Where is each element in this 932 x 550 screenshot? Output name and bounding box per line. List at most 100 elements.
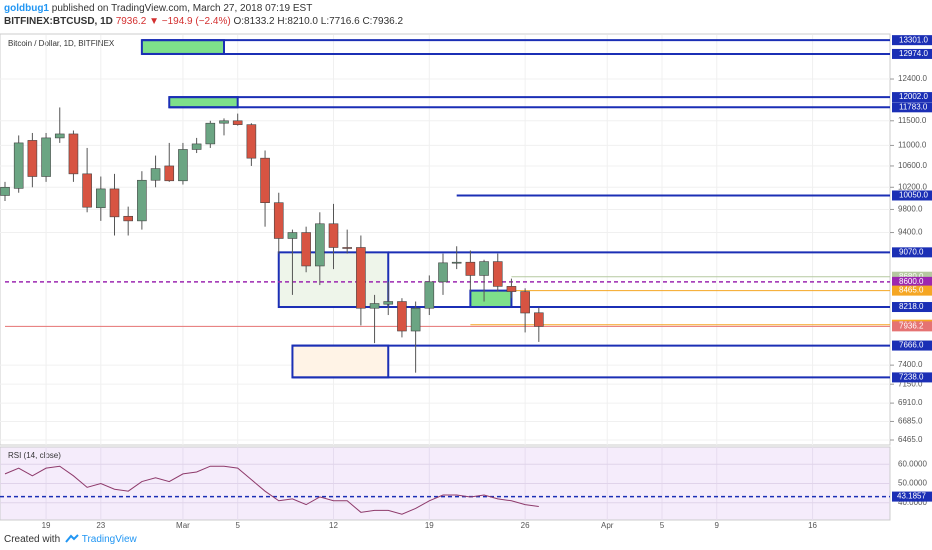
chart-title: Bitcoin / Dollar, 1D, BITFINEX — [8, 39, 115, 48]
author: goldbug1 — [4, 3, 49, 14]
rsi-level-box — [892, 491, 932, 502]
x-tick-label: 5 — [235, 521, 240, 530]
candle-body — [191, 143, 202, 150]
level-label-box — [892, 276, 932, 287]
zone-box — [168, 96, 239, 109]
x-tick-label: 16 — [808, 521, 817, 530]
candle-body — [520, 291, 530, 314]
x-tick-label: 9 — [715, 521, 720, 530]
candle-body — [315, 223, 325, 267]
y-tick-label: 12400.0 — [898, 74, 927, 83]
level-label: 7936.2 — [899, 321, 924, 330]
candle-body — [287, 232, 298, 239]
logo — [65, 534, 79, 543]
candle-body — [219, 120, 229, 124]
y-tick-label: 10600.0 — [898, 161, 927, 170]
level-label-box — [892, 302, 932, 313]
candle-body — [123, 215, 133, 222]
candle-body — [506, 286, 517, 292]
x-tick-label: 19 — [425, 521, 434, 530]
published: published on TradingView.com, March 27, … — [51, 3, 313, 14]
candle-body — [438, 262, 448, 283]
y-tick-label: 6910.0 — [898, 398, 923, 407]
level-label: 13301.0 — [899, 35, 928, 44]
candle-body — [260, 157, 270, 203]
level-label-box — [892, 321, 932, 332]
candle-body — [54, 133, 65, 139]
candle-body — [27, 140, 38, 177]
level-label: 10050.0 — [899, 191, 928, 200]
candle-body — [397, 301, 407, 332]
level-label: 11783.0 — [899, 102, 928, 111]
rsi-tick-label: 60.0000 — [898, 459, 927, 468]
candle-body — [205, 122, 216, 145]
level-label-box — [892, 271, 932, 282]
candle-body — [328, 223, 339, 248]
y-tick-label: 7150.0 — [898, 379, 923, 388]
level-label-box — [892, 92, 932, 103]
candle-body — [13, 142, 24, 189]
candle-body — [82, 173, 92, 208]
candle-body — [451, 261, 462, 264]
level-label-box — [892, 340, 932, 351]
level-label-box — [892, 102, 932, 113]
level-label-box — [892, 247, 932, 258]
zone-box — [140, 39, 225, 55]
candle-body — [534, 312, 544, 327]
level-label: 8465.0 — [899, 286, 924, 295]
x-tick-label: Mar — [176, 521, 190, 530]
level-label-box — [892, 35, 932, 46]
level-label: 12002.0 — [899, 92, 928, 101]
y-tick-label: 7400.0 — [898, 360, 923, 369]
level-label-box — [892, 48, 932, 59]
zone-box — [291, 344, 390, 379]
brand: TradingView — [81, 534, 137, 545]
y-tick-label: 9400.0 — [898, 228, 923, 237]
level-label-box — [892, 285, 932, 296]
x-tick-label: 23 — [96, 521, 105, 530]
x-tick-label: 26 — [521, 521, 530, 530]
x-tick-label: 12 — [329, 521, 338, 530]
level-label: 7238.0 — [899, 373, 924, 382]
level-label: 8680.0 — [899, 272, 924, 281]
header: goldbug1 published on TradingView.com, M… — [4, 2, 403, 28]
chart: Bitcoin / Dollar, 1D, BITFINEX RSI (14, … — [0, 33, 932, 530]
price-pane — [0, 33, 891, 446]
candle-body — [137, 179, 147, 222]
candle-body — [41, 137, 51, 177]
candle-body — [492, 261, 503, 287]
y-tick-label: 11500.0 — [898, 116, 927, 125]
candle-body — [232, 120, 243, 125]
candle-body — [96, 188, 106, 209]
candle-body — [342, 247, 352, 249]
rsi-tick-label: 40.0000 — [898, 498, 927, 507]
level-label: 9070.0 — [899, 247, 924, 256]
x-tick-label: 19 — [42, 521, 51, 530]
y-tick-label: 9800.0 — [898, 205, 923, 214]
candle-body — [356, 247, 366, 309]
candle-body — [246, 124, 257, 159]
rsi-tick-label: 50.0000 — [898, 479, 927, 488]
level-label-box — [892, 190, 932, 201]
last: 7936.2 — [115, 16, 147, 27]
y-tick-label: 11000.0 — [898, 141, 927, 150]
candle-body — [273, 202, 284, 239]
candle-body — [150, 168, 161, 181]
candle-body — [178, 149, 188, 182]
rsi-title: RSI (14, close) — [8, 451, 61, 460]
rsi-line — [4, 465, 539, 515]
y-tick-label: 6685.0 — [898, 417, 923, 426]
candle-body — [164, 165, 175, 182]
candle-body — [465, 261, 476, 276]
candle-body — [369, 303, 380, 309]
level-label: 8218.0 — [899, 302, 924, 311]
candle-body — [0, 186, 10, 196]
candle-body — [424, 281, 435, 309]
candle-body — [410, 307, 421, 332]
level-label: 12974.0 — [899, 49, 928, 58]
candle-body — [383, 301, 394, 305]
candle-body — [479, 261, 489, 276]
footer: Created with TradingView — [4, 533, 137, 545]
level-label: 7666.0 — [899, 341, 924, 350]
